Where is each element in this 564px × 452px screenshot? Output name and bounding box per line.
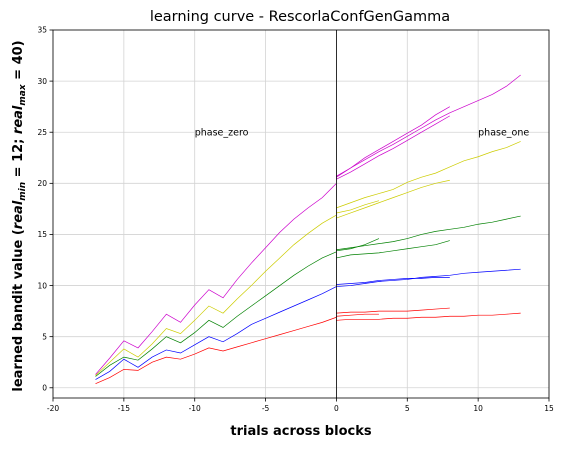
series-line [336,106,450,178]
y-axis-label-sub-min: min [18,182,28,201]
phase-annotation: phase_one [478,128,529,139]
x-tick-label: -5 [262,404,270,413]
y-axis-ticks: 0 5 10 15 20 25 30 35 [37,26,53,392]
series-line [336,74,521,177]
series-lines [95,74,521,385]
y-tick-label: 5 [42,332,47,341]
annotations: phase_zero phase_one [195,128,530,139]
y-axis-label-var-max: real [11,105,26,134]
y-tick-label: 10 [37,281,47,290]
series-line [95,214,337,376]
series-line [336,200,380,214]
x-tick-label: 5 [405,404,410,413]
y-axis-label-var-min: real [11,200,26,229]
y-tick-label: 30 [37,77,47,86]
series-line [95,316,337,385]
series-line [336,238,380,252]
series-line [336,115,450,180]
y-axis-label-val-min: = 12; [11,134,26,182]
phase-annotation: phase_zero [195,128,249,139]
series-line [336,141,521,209]
y-tick-label: 25 [37,128,47,137]
y-axis-label-prefix: learned bandit value ( [11,229,26,391]
y-tick-label: 15 [37,230,47,239]
series-line [95,183,337,375]
series-line [336,215,521,251]
x-tick-label: -20 [47,404,59,413]
x-axis-ticks: -20 -15 -10 -5 0 5 10 15 [47,398,554,413]
y-axis-label-val-max: = 40) [11,40,26,84]
x-tick-label: 10 [473,404,483,413]
series-line [336,179,450,219]
y-tick-label: 35 [37,26,47,35]
chart-title: learning curve - RescorlaConfGenGamma [150,9,450,25]
y-axis-label: learned bandit value (realmin = 12; real… [11,40,28,391]
series-line [95,251,337,377]
series-line [95,286,337,380]
x-tick-label: 15 [544,404,554,413]
series-line [336,312,521,321]
x-tick-label: -10 [189,404,201,413]
y-tick-label: 20 [37,179,47,188]
series-line [336,313,379,317]
series-line [336,268,521,287]
series-line [336,307,450,314]
x-tick-label: -15 [118,404,130,413]
x-axis-label: trials across blocks [230,424,371,439]
plot-frame [52,29,550,399]
y-axis-label-sub-max: max [18,83,28,105]
y-tick-label: 0 [42,383,47,392]
series-line [336,240,450,259]
series-line [336,277,450,285]
x-tick-label: 0 [334,404,339,413]
